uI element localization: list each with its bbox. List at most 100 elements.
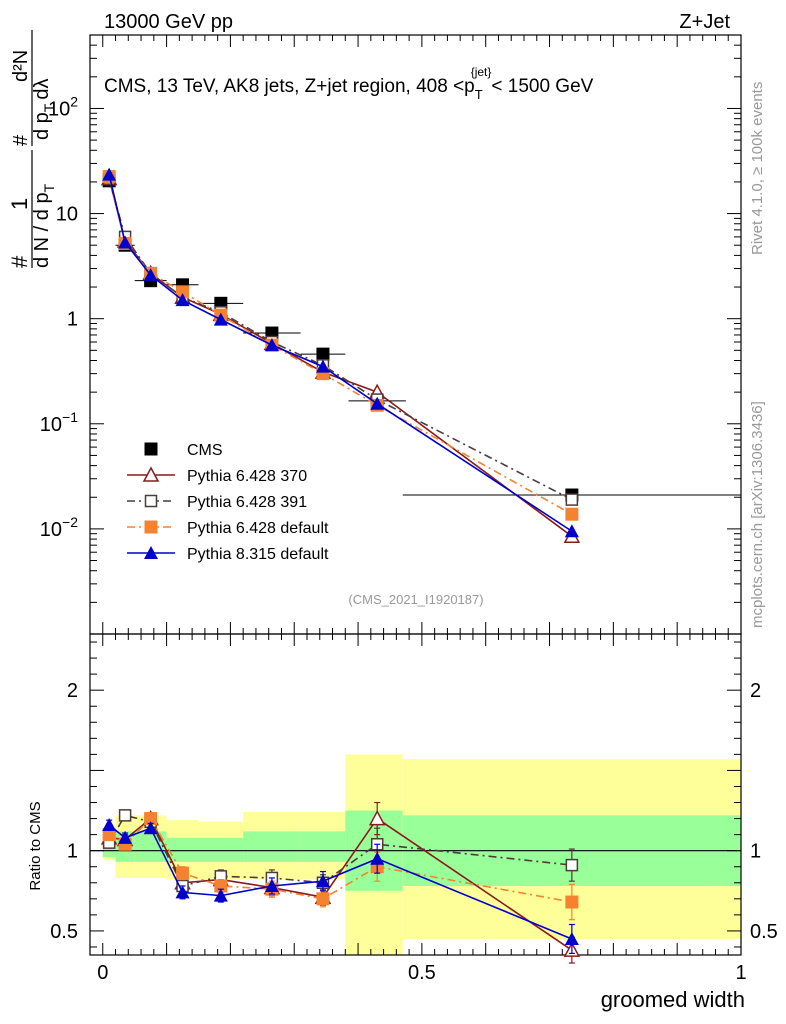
ratio-point-2: [214, 879, 228, 893]
chart-title: CMS, 13 TeV, AK8 jets, Z+jet region, 408…: [104, 65, 594, 102]
main-point-3: [176, 285, 190, 299]
main-point-4: [264, 338, 279, 352]
ratio-point-3: [102, 817, 117, 831]
main-point-4: [143, 268, 158, 282]
x-tick-label: 1: [735, 962, 746, 984]
ratio-point-2: [144, 812, 158, 826]
ylabel-frac-den-tail: dλ: [31, 79, 53, 100]
ratio-point-0: [368, 809, 386, 826]
legend-label: Pythia 6.428 default: [187, 520, 329, 537]
ylabel-hash-1: #: [7, 255, 32, 268]
rivet-label: Rivet 4.1.0, ≥ 100k events: [749, 82, 766, 255]
y-tick-base: 10: [48, 98, 70, 120]
title-sub: T: [475, 87, 483, 102]
title-prefix: CMS, 13 TeV, AK8 jets, Z+jet region, 408…: [104, 76, 475, 97]
ylabel-frac-den-sub: T: [41, 103, 57, 112]
ratio-point-3: [370, 851, 385, 865]
legend-marker: [144, 520, 158, 534]
title-sup: {jet}: [471, 65, 492, 79]
y-tick-base: 1: [67, 309, 78, 331]
y-tick-label-ratio: 1: [67, 841, 78, 863]
main-frame: [89, 34, 742, 635]
y-axis-label-ratio: Ratio to CMS: [27, 801, 44, 890]
y-tick-label-ratio-right: 0.5: [750, 921, 778, 943]
legend-label: CMS: [187, 442, 223, 459]
green-band-2: [134, 831, 167, 862]
ylabel-frac-den-text: d p: [31, 112, 53, 140]
y-tick-label-ratio-right: 2: [750, 680, 761, 702]
legend-marker: [142, 466, 160, 482]
ratio-point-3: [315, 874, 330, 888]
header-left: 13000 GeV pp: [104, 11, 233, 33]
green-band-5: [243, 831, 301, 862]
ylabel-den: d N / d pT: [31, 183, 57, 268]
y-tick-label-main: 10−2: [40, 514, 78, 541]
ratio-line-2: [108, 817, 573, 903]
main-line-3: [108, 176, 573, 515]
y-tick-label-ratio: 2: [67, 680, 78, 702]
y-tick-exp: −1: [62, 409, 78, 425]
ylabel-den-sub: T: [41, 183, 57, 192]
main-series: [100, 167, 741, 544]
main-point-4: [175, 293, 190, 307]
ratio-point-2: [176, 866, 190, 880]
y-tick-base: 10: [40, 414, 62, 436]
legend-marker: [144, 494, 158, 508]
ratio-point-3: [175, 885, 190, 899]
legend-marker: [144, 442, 158, 456]
green-band-6: [300, 831, 346, 862]
ylabel-one: 1: [7, 198, 32, 210]
ratio-point-2: [316, 892, 330, 906]
y-tick-label-main: 1: [67, 309, 78, 331]
main-point-4: [315, 359, 330, 373]
ratio-point-3: [264, 878, 279, 892]
y-tick-label-main: 102: [48, 93, 78, 120]
main-point-4: [370, 396, 385, 410]
ratio-point-3: [118, 830, 133, 844]
ratio-point-2: [102, 828, 116, 842]
x-axis-label: groomed width: [601, 987, 745, 1012]
x-tick-label: 0.5: [408, 962, 436, 984]
y-axis-label-main: # 1 d N / d pT # d²N d pTdλ: [7, 30, 57, 268]
y-tick-exp: −2: [62, 514, 78, 530]
main-point-4: [213, 312, 228, 326]
y-tick-base: 10: [56, 204, 78, 226]
ratio-point-3: [564, 931, 579, 945]
ratio-point-2: [565, 895, 579, 909]
mcplots-label: mcplots.cern.ch [arXiv:1306.3436]: [749, 401, 766, 628]
main-line-4: [108, 174, 573, 532]
main-point-4: [564, 524, 579, 538]
x-tick-label: 0: [97, 962, 108, 984]
ratio-frame: [89, 633, 742, 956]
legend-label: Pythia 8.315 default: [187, 546, 329, 563]
ylabel-hash-2: #: [10, 134, 32, 146]
y-tick-label-ratio: 0.5: [50, 921, 78, 943]
ratio-point-3: [143, 821, 158, 835]
y-tick-label-ratio-right: 1: [750, 841, 761, 863]
main-line-2: [108, 178, 573, 501]
y-tick-label-main: 10: [56, 204, 78, 226]
ratio-point-3: [213, 888, 228, 902]
title-suffix: < 1500 GeV: [491, 76, 593, 97]
main-point-0: [316, 347, 330, 361]
header-right: Z+Jet: [679, 11, 730, 33]
ratio-series: [100, 801, 581, 964]
ratio-point-1: [118, 809, 132, 822]
ylabel-frac-den: d pTdλ: [31, 79, 57, 141]
y-tick-base: 10: [40, 519, 62, 541]
main-point-4: [118, 235, 133, 249]
green-band-4: [198, 837, 244, 862]
main-point-2: [565, 493, 579, 506]
legend-label: Pythia 6.428 370: [187, 468, 307, 485]
ylabel-frac-num: d²N: [10, 50, 32, 82]
legend-marker: [144, 546, 158, 559]
watermark: (CMS_2021_I1920187): [348, 592, 483, 607]
main-point-4: [102, 167, 117, 181]
ratio-point-1: [565, 858, 579, 872]
ylabel-den-text: d N / d p: [31, 192, 53, 268]
legend: CMS Pythia 6.428 370 Pythia 6.428 391 Pythi…: [127, 442, 329, 563]
main-line-1: [108, 178, 573, 537]
